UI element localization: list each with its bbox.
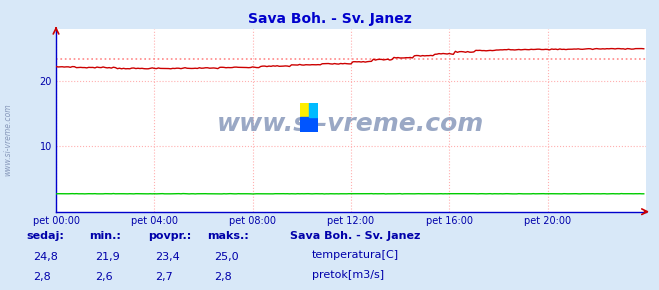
Text: 23,4: 23,4 <box>155 251 180 262</box>
Bar <box>300 117 318 132</box>
Text: Sava Boh. - Sv. Janez: Sava Boh. - Sv. Janez <box>248 12 411 26</box>
Bar <box>300 103 309 117</box>
Text: maks.:: maks.: <box>208 231 249 241</box>
Polygon shape <box>309 103 318 117</box>
Text: pretok[m3/s]: pretok[m3/s] <box>312 271 384 280</box>
Text: Sava Boh. - Sv. Janez: Sava Boh. - Sv. Janez <box>290 231 420 241</box>
Text: 2,6: 2,6 <box>96 272 113 282</box>
Polygon shape <box>309 103 318 117</box>
Text: www.si-vreme.com: www.si-vreme.com <box>3 103 13 175</box>
Text: povpr.:: povpr.: <box>148 231 192 241</box>
Text: www.si-vreme.com: www.si-vreme.com <box>217 112 484 136</box>
Text: 2,8: 2,8 <box>33 272 51 282</box>
Text: sedaj:: sedaj: <box>26 231 64 241</box>
Text: min.:: min.: <box>89 231 121 241</box>
Text: 2,7: 2,7 <box>155 272 173 282</box>
Text: 24,8: 24,8 <box>33 251 58 262</box>
Text: 21,9: 21,9 <box>96 251 121 262</box>
Text: temperatura[C]: temperatura[C] <box>312 250 399 260</box>
Text: 2,8: 2,8 <box>214 272 232 282</box>
Text: 25,0: 25,0 <box>214 251 239 262</box>
